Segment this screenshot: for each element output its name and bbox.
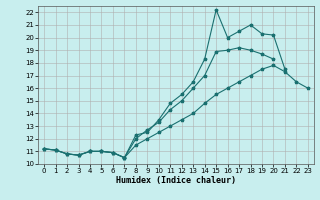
X-axis label: Humidex (Indice chaleur): Humidex (Indice chaleur) (116, 176, 236, 185)
